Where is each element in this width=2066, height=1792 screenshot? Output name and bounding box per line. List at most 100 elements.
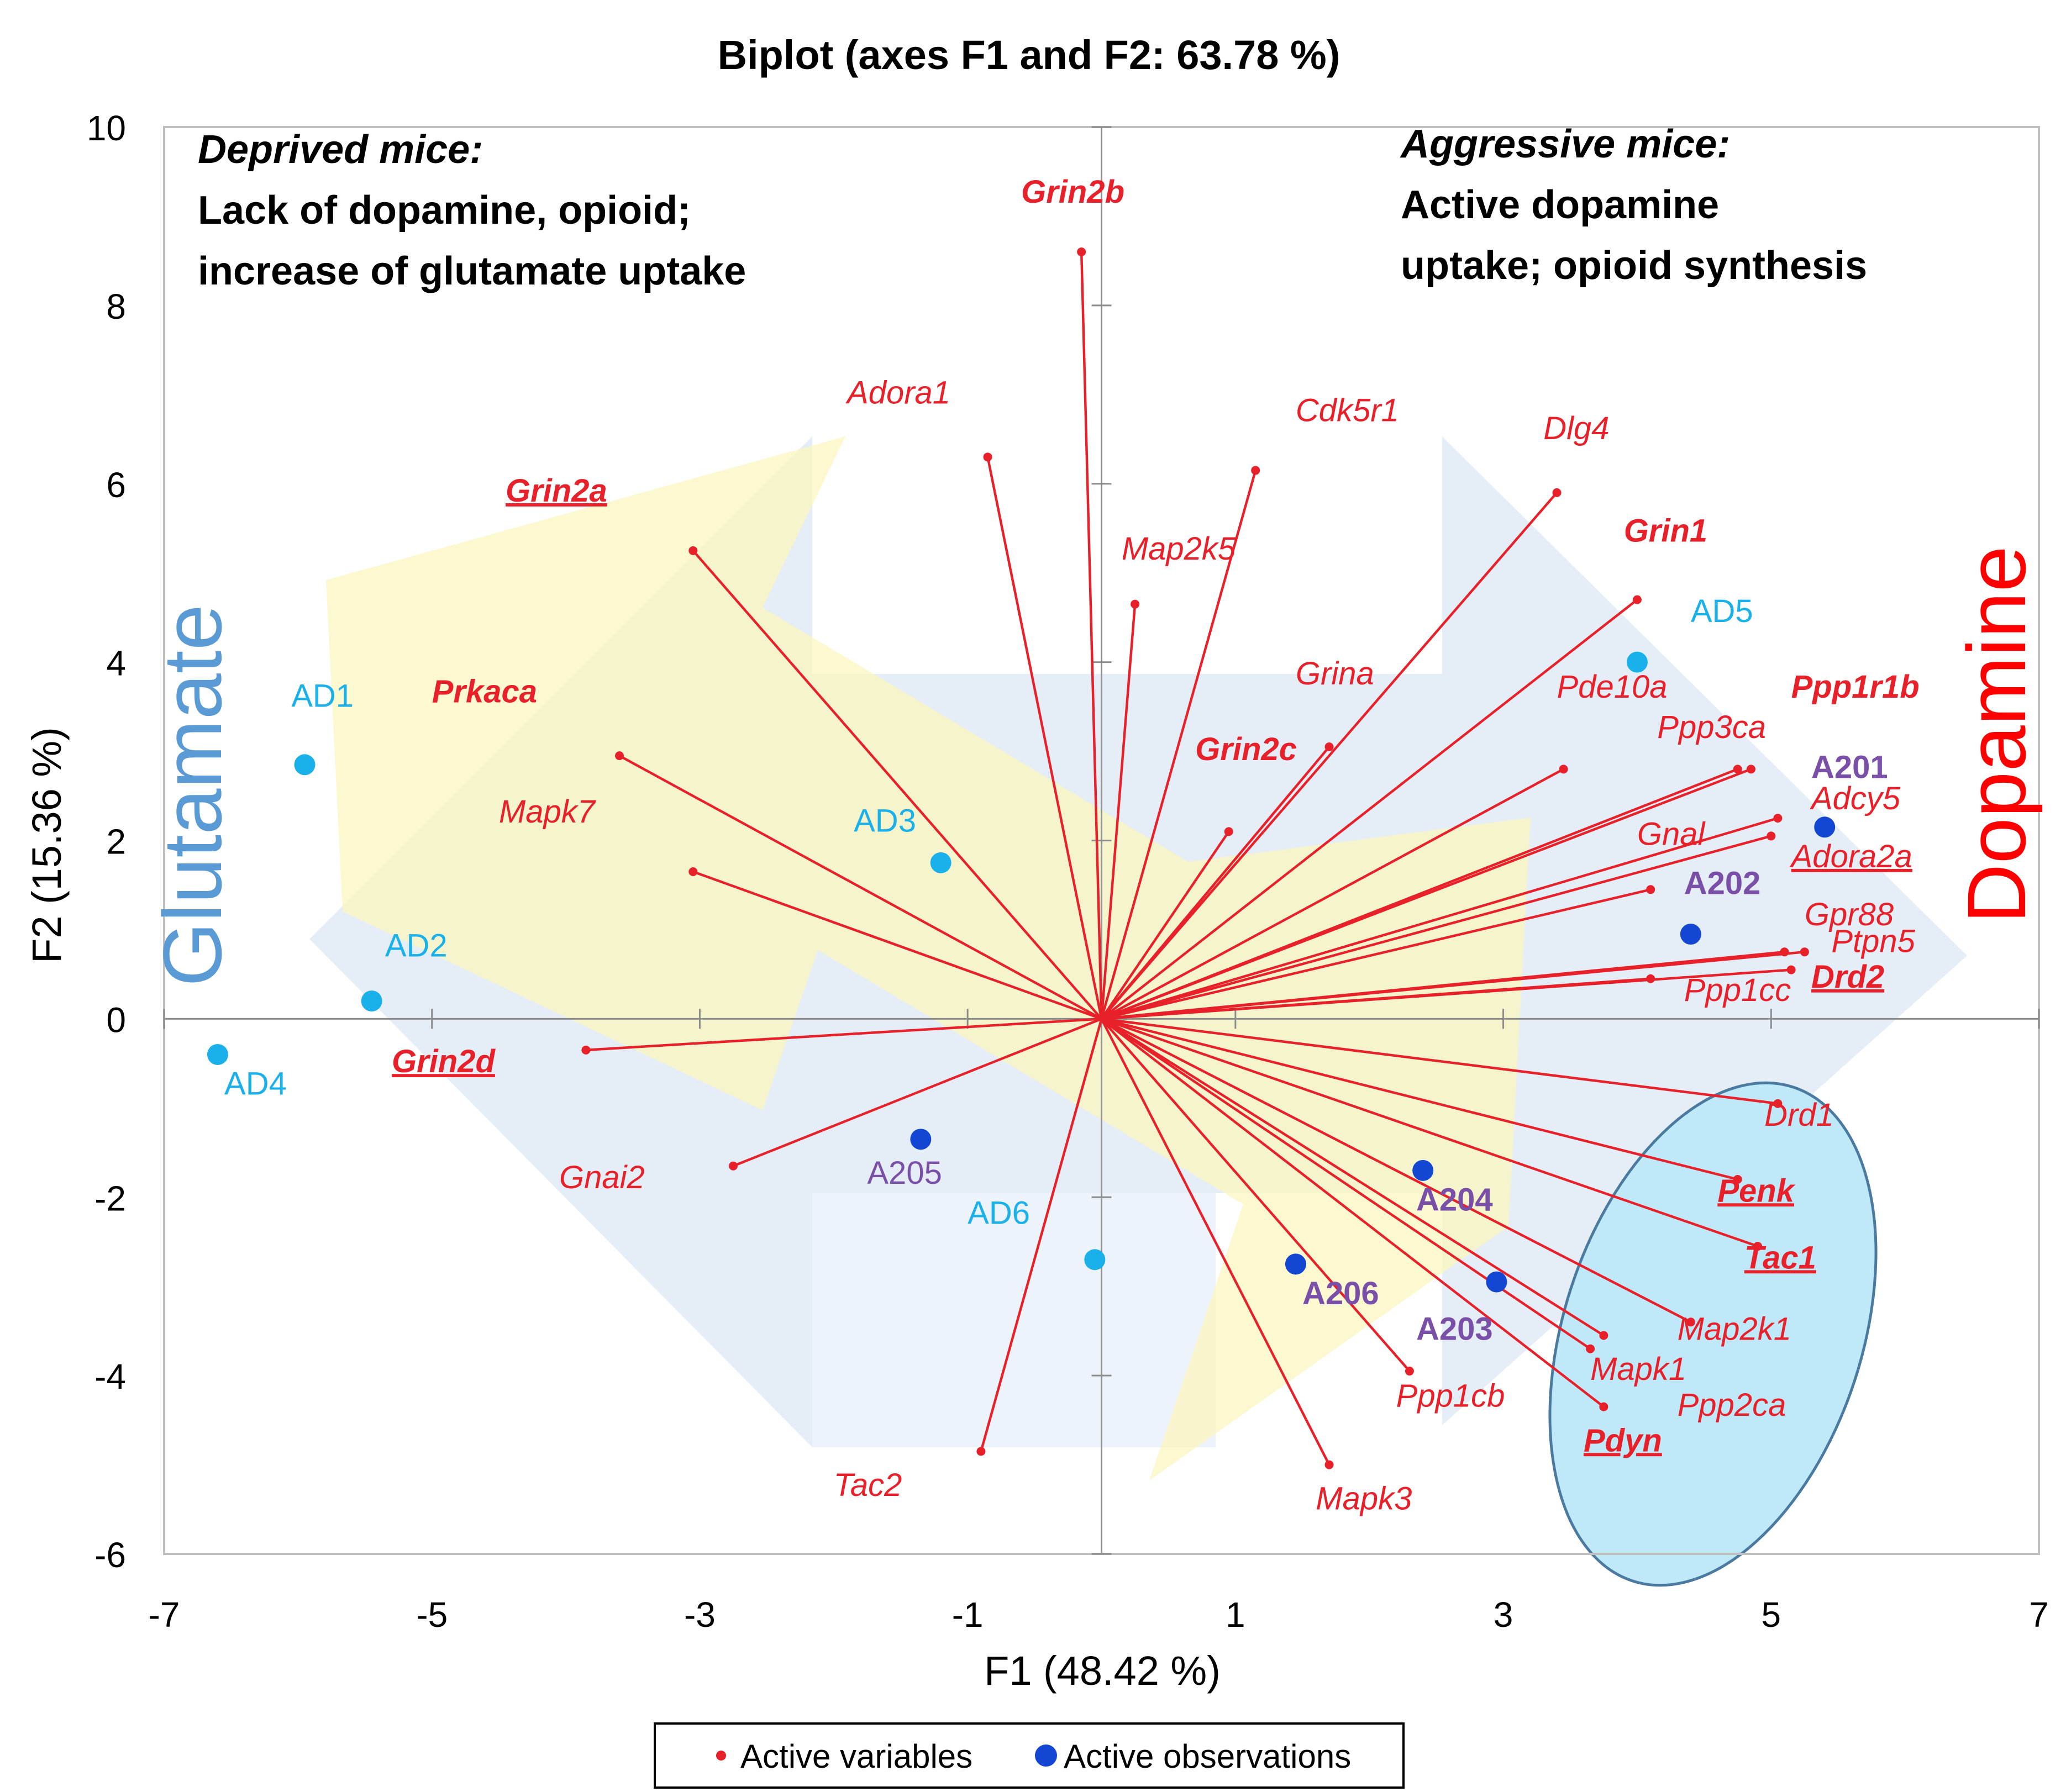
- variable-vector-ppp1cb: [1100, 1018, 1411, 1372]
- legend-observation-marker: [1035, 1744, 1057, 1767]
- variable-vector-grin2c: [1100, 831, 1230, 1020]
- observation-point-a202: [1680, 924, 1701, 945]
- variable-vector-grin2d: [586, 1018, 1102, 1052]
- variable-point-ppp3ca: [1733, 765, 1742, 774]
- variable-point-ppp1cb: [1405, 1367, 1414, 1376]
- aggressive-line2: uptake; opioid synthesis: [1401, 244, 1867, 288]
- variable-point-map2k5: [1131, 599, 1140, 609]
- variable-point-prkaca: [615, 751, 624, 761]
- observation-point-ad2: [361, 990, 382, 1012]
- variable-label-cdk5r1: Cdk5r1: [1296, 393, 1399, 429]
- variable-label-adcy5: Adcy5: [1810, 781, 1901, 816]
- variable-label-ppp2ca: Ppp2ca: [1678, 1387, 1786, 1423]
- variable-vector-tac1: [1101, 1018, 1758, 1248]
- observation-point-a205: [910, 1129, 932, 1150]
- variable-label-drd1: Drd1: [1764, 1097, 1834, 1133]
- variable-vector-grin2a: [692, 550, 1103, 1020]
- observation-points: [207, 651, 1836, 1293]
- observation-point-a204: [1412, 1159, 1434, 1181]
- variable-label-pde10a: Pde10a: [1557, 669, 1668, 705]
- deprived-title: Deprived mice:: [198, 128, 483, 172]
- observation-point-a203: [1486, 1271, 1507, 1293]
- y-tick-label: 2: [106, 822, 126, 862]
- variable-label-ppp1cc: Ppp1cc: [1684, 972, 1791, 1008]
- observation-point-ad4: [207, 1043, 228, 1065]
- variable-vector-adcy5: [1101, 816, 1779, 1020]
- variable-label-tac2: Tac2: [834, 1467, 902, 1503]
- variable-vector-map2k5: [1100, 604, 1137, 1019]
- variable-label-ppp3ca: Ppp3ca: [1657, 709, 1766, 745]
- variable-vector-prkaca: [618, 755, 1102, 1020]
- y-tick-label: -2: [94, 1178, 126, 1218]
- variable-vector-tac2: [980, 1018, 1103, 1452]
- variable-vector-adora1: [986, 456, 1103, 1019]
- observation-label-a206: A206: [1302, 1276, 1379, 1311]
- background-arrows: [309, 436, 1967, 1480]
- variable-label-adora2a: Adora2a: [1790, 839, 1912, 874]
- observation-point-ad1: [294, 754, 316, 776]
- variable-label-grin1: Grin1: [1624, 513, 1708, 549]
- variable-label-tac1: Tac1: [1744, 1240, 1816, 1276]
- variable-label-gpr88: Gpr88: [1805, 897, 1894, 932]
- variable-vector-drd2: [1101, 968, 1791, 1020]
- y-tick-label: -6: [94, 1535, 126, 1575]
- x-axis-label: F1 (48.42 %): [984, 1648, 1221, 1694]
- variable-vector-grin2b: [1080, 251, 1103, 1019]
- variable-point-tac2: [976, 1447, 986, 1456]
- x-tick-label: 1: [1226, 1595, 1245, 1635]
- variable-point-tac1: [1753, 1242, 1763, 1251]
- observation-label-ad4: AD4: [224, 1066, 287, 1102]
- variable-vector-adora2a: [1101, 888, 1651, 1020]
- aggressive-line1: Active dopamine: [1401, 183, 1719, 227]
- variable-label-dlg4: Dlg4: [1543, 410, 1609, 446]
- y-tick-label: -4: [94, 1357, 126, 1396]
- variable-label-map2k1: Map2k1: [1678, 1311, 1791, 1347]
- yellow-arrow: [326, 436, 1531, 1480]
- variable-vector-gnal: [1101, 835, 1771, 1020]
- x-tick-label: -5: [416, 1595, 448, 1635]
- variable-label-grina: Grina: [1296, 656, 1374, 692]
- deprived-line2: increase of glutamate uptake: [198, 249, 746, 293]
- variable-label-mapk1: Mapk1: [1590, 1351, 1686, 1387]
- axes: 10 8 6 4 2 0 -2 -4 -6 -7 -5 -3 -1 1 3 5 7: [87, 108, 2049, 1635]
- variable-point-drd2: [1786, 965, 1796, 974]
- variable-point-ptpn5: [1800, 947, 1809, 957]
- legend-variables-label: Active variables: [740, 1738, 972, 1775]
- variable-vectors: [581, 247, 1809, 1469]
- legend-variable-marker: [716, 1751, 726, 1761]
- variable-vector-dlg4: [1100, 492, 1558, 1020]
- observation-label-ad1: AD1: [291, 678, 354, 714]
- dopamine-label: Dopamine: [1950, 546, 2043, 924]
- variable-point-grina: [1324, 742, 1334, 751]
- observation-point-a201: [1814, 816, 1836, 838]
- variable-point-map2k1: [1686, 1317, 1695, 1327]
- variable-point-mapk1: [1599, 1331, 1608, 1340]
- observation-point-ad5: [1626, 651, 1648, 673]
- variable-vector-gnai2: [733, 1018, 1102, 1167]
- y-tick-label: 8: [106, 287, 126, 326]
- x-tick-label: 7: [2029, 1595, 2049, 1635]
- observation-label-ad5: AD5: [1691, 593, 1753, 629]
- observation-label-a203: A203: [1416, 1311, 1493, 1347]
- variable-label-ppp1cb: Ppp1cb: [1396, 1378, 1505, 1414]
- y-tick-label: 0: [106, 1000, 126, 1040]
- x-tick-label: -7: [149, 1595, 180, 1635]
- variable-label-mapk7: Mapk7: [499, 794, 597, 830]
- variable-label-adora1: Adora1: [845, 375, 950, 410]
- chart-title: Biplot (axes F1 and F2: 63.78 %): [718, 32, 1340, 78]
- variable-vector-grina: [1100, 746, 1331, 1020]
- variable-vector-mapk3: [1100, 1018, 1331, 1466]
- legend-box: [654, 1722, 1405, 1789]
- variable-vector-ptpn5: [1101, 951, 1805, 1020]
- blue-arrow-dopamine: [812, 1193, 1216, 1447]
- observation-point-ad3: [930, 852, 951, 873]
- observation-point-a206: [1285, 1253, 1306, 1275]
- observation-label-ad2: AD2: [385, 927, 448, 963]
- variable-point-grin2a: [688, 546, 698, 555]
- variable-point-grin1: [1632, 595, 1642, 604]
- variable-point-pdyn: [1599, 1402, 1608, 1411]
- variable-label-mapk3: Mapk3: [1316, 1480, 1412, 1516]
- variable-point-adcy5: [1773, 814, 1783, 823]
- variable-point-ppp2ca: [1586, 1344, 1595, 1353]
- legend: Active variables Active observations: [654, 1722, 1405, 1789]
